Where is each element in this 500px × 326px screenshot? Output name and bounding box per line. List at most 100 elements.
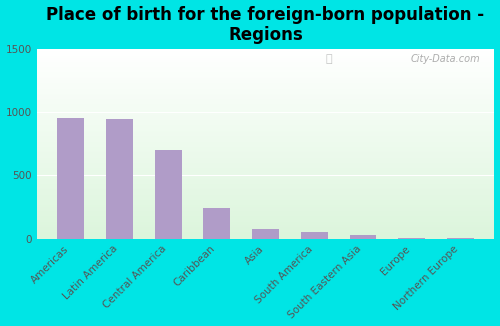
Bar xyxy=(36,120,494,121)
Bar xyxy=(36,115,494,116)
Bar xyxy=(36,238,494,239)
Bar xyxy=(36,52,494,53)
Bar xyxy=(36,60,494,61)
Bar xyxy=(36,116,494,117)
Bar xyxy=(36,85,494,86)
Bar xyxy=(36,222,494,223)
Bar xyxy=(36,185,494,186)
Bar xyxy=(36,118,494,119)
Bar xyxy=(36,188,494,189)
Bar xyxy=(36,193,494,194)
Bar xyxy=(36,97,494,98)
Bar xyxy=(36,88,494,89)
Bar xyxy=(36,65,494,66)
Bar xyxy=(36,216,494,217)
Bar xyxy=(36,79,494,80)
Bar xyxy=(36,74,494,75)
Bar xyxy=(36,73,494,74)
Bar xyxy=(36,211,494,212)
Bar xyxy=(36,84,494,85)
Bar xyxy=(36,225,494,226)
Bar xyxy=(36,184,494,185)
Bar xyxy=(36,219,494,220)
Bar xyxy=(58,118,84,239)
Bar xyxy=(36,87,494,88)
Bar xyxy=(36,221,494,222)
Bar xyxy=(36,130,494,131)
Bar xyxy=(36,107,494,108)
Bar xyxy=(36,86,494,87)
Bar xyxy=(36,54,494,55)
Bar xyxy=(36,76,494,77)
Bar xyxy=(36,170,494,171)
Bar xyxy=(301,232,328,239)
Bar xyxy=(36,83,494,84)
Bar xyxy=(36,140,494,141)
Bar xyxy=(36,82,494,83)
Bar xyxy=(36,215,494,216)
Bar xyxy=(36,198,494,199)
Bar xyxy=(36,101,494,102)
Bar xyxy=(36,75,494,76)
Bar xyxy=(36,229,494,230)
Bar xyxy=(36,77,494,78)
Bar xyxy=(36,237,494,238)
Bar xyxy=(36,94,494,95)
Bar xyxy=(36,114,494,115)
Bar xyxy=(36,59,494,60)
Bar xyxy=(36,223,494,224)
Bar xyxy=(36,158,494,159)
Text: ⓘ: ⓘ xyxy=(325,54,332,65)
Bar xyxy=(36,70,494,71)
Bar xyxy=(36,233,494,234)
Bar xyxy=(36,200,494,201)
Bar xyxy=(36,151,494,152)
Bar xyxy=(36,72,494,73)
Bar xyxy=(36,205,494,206)
Bar xyxy=(36,190,494,191)
Bar xyxy=(36,98,494,99)
Bar xyxy=(36,208,494,209)
Bar xyxy=(36,213,494,214)
Bar xyxy=(36,203,494,204)
Bar xyxy=(36,147,494,148)
Bar xyxy=(36,176,494,177)
Bar xyxy=(36,92,494,93)
Bar xyxy=(36,232,494,233)
Bar xyxy=(36,227,494,228)
Bar xyxy=(398,238,425,239)
Bar xyxy=(36,128,494,129)
Bar xyxy=(36,122,494,123)
Bar xyxy=(36,146,494,147)
Bar xyxy=(36,131,494,132)
Bar xyxy=(36,142,494,143)
Bar xyxy=(36,137,494,138)
Bar xyxy=(36,136,494,137)
Bar xyxy=(36,91,494,92)
Bar xyxy=(36,212,494,213)
Bar xyxy=(36,218,494,219)
Bar xyxy=(36,64,494,65)
Bar xyxy=(36,71,494,72)
Bar xyxy=(36,127,494,128)
Bar xyxy=(252,229,279,239)
Bar xyxy=(36,231,494,232)
Bar xyxy=(36,204,494,205)
Bar xyxy=(36,62,494,63)
Bar xyxy=(36,68,494,69)
Bar xyxy=(36,183,494,184)
Bar xyxy=(36,110,494,111)
Bar xyxy=(36,55,494,56)
Bar xyxy=(36,105,494,106)
Bar xyxy=(36,50,494,51)
Bar xyxy=(36,80,494,81)
Bar xyxy=(447,238,473,239)
Bar xyxy=(36,173,494,174)
Bar xyxy=(36,90,494,91)
Bar xyxy=(36,150,494,151)
Bar xyxy=(350,235,376,239)
Bar xyxy=(36,129,494,130)
Bar xyxy=(36,163,494,164)
Bar xyxy=(36,145,494,146)
Bar xyxy=(36,202,494,203)
